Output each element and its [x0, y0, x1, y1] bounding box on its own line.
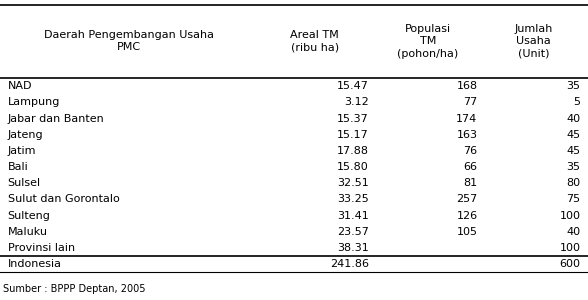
- Text: Indonesia: Indonesia: [8, 259, 62, 269]
- Text: 35: 35: [566, 162, 580, 172]
- Text: Bali: Bali: [8, 162, 28, 172]
- Text: 75: 75: [566, 194, 580, 205]
- Text: 600: 600: [559, 259, 580, 269]
- Text: Jatim: Jatim: [8, 146, 36, 156]
- Text: 163: 163: [456, 130, 477, 140]
- Text: 174: 174: [456, 113, 477, 124]
- Text: 15.47: 15.47: [337, 81, 369, 91]
- Text: Jabar dan Banten: Jabar dan Banten: [8, 113, 105, 124]
- Text: NAD: NAD: [8, 81, 32, 91]
- Text: Jumlah
Usaha
(Unit): Jumlah Usaha (Unit): [514, 24, 553, 59]
- Text: 17.88: 17.88: [337, 146, 369, 156]
- Text: Populasi
TM
(pohon/ha): Populasi TM (pohon/ha): [397, 24, 459, 59]
- Text: 81: 81: [463, 178, 477, 188]
- Text: 241.86: 241.86: [330, 259, 369, 269]
- Text: 105: 105: [456, 227, 477, 237]
- Text: 66: 66: [463, 162, 477, 172]
- Text: 257: 257: [456, 194, 477, 205]
- Text: 15.80: 15.80: [337, 162, 369, 172]
- Text: 15.37: 15.37: [337, 113, 369, 124]
- Text: 45: 45: [566, 146, 580, 156]
- Text: Areal TM
(ribu ha): Areal TM (ribu ha): [290, 30, 339, 52]
- Text: 35: 35: [566, 81, 580, 91]
- Text: Daerah Pengembangan Usaha
PMC: Daerah Pengembangan Usaha PMC: [44, 30, 215, 52]
- Text: Sulteng: Sulteng: [8, 211, 51, 221]
- Text: Sulut dan Gorontalo: Sulut dan Gorontalo: [8, 194, 119, 205]
- Text: 100: 100: [559, 211, 580, 221]
- Text: Sulsel: Sulsel: [8, 178, 41, 188]
- Text: 23.57: 23.57: [337, 227, 369, 237]
- Text: Provinsi lain: Provinsi lain: [8, 243, 75, 253]
- Text: Maluku: Maluku: [8, 227, 48, 237]
- Text: 40: 40: [566, 113, 580, 124]
- Text: 32.51: 32.51: [337, 178, 369, 188]
- Text: 45: 45: [566, 130, 580, 140]
- Text: 5: 5: [573, 97, 580, 107]
- Text: 80: 80: [566, 178, 580, 188]
- Text: Sumber : BPPP Deptan, 2005: Sumber : BPPP Deptan, 2005: [3, 284, 145, 294]
- Text: 33.25: 33.25: [337, 194, 369, 205]
- Text: 168: 168: [456, 81, 477, 91]
- Text: Lampung: Lampung: [8, 97, 60, 107]
- Text: 126: 126: [456, 211, 477, 221]
- Text: 3.12: 3.12: [344, 97, 369, 107]
- Text: 38.31: 38.31: [337, 243, 369, 253]
- Text: Jateng: Jateng: [8, 130, 44, 140]
- Text: 15.17: 15.17: [337, 130, 369, 140]
- Text: 31.41: 31.41: [337, 211, 369, 221]
- Text: 76: 76: [463, 146, 477, 156]
- Text: 100: 100: [559, 243, 580, 253]
- Text: 40: 40: [566, 227, 580, 237]
- Text: 77: 77: [463, 97, 477, 107]
